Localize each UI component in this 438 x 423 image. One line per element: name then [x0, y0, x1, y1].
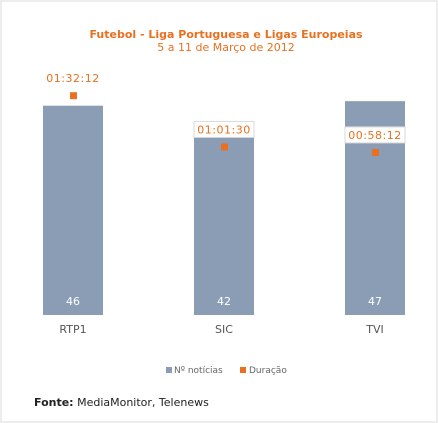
source-text: MediaMonitor, Telenews [73, 396, 209, 409]
bar-rtp1 [43, 105, 103, 315]
duration-value-label: 01:32:12 [46, 72, 99, 85]
bar-value-label: 42 [217, 295, 231, 308]
duration-value-label: 01:01:30 [197, 123, 250, 136]
category-label: RTP1 [59, 323, 86, 336]
legend-count-swatch [166, 367, 172, 373]
duration-marker [70, 92, 77, 100]
duration-marker [221, 143, 228, 151]
bar-value-label: 47 [368, 295, 382, 308]
duration-marker [372, 148, 379, 156]
chart-title: Futebol - Liga Portuguesa e Ligas Europe… [89, 28, 363, 41]
plot-area: 46 RTP1 01:32:12 42 SIC 01:01:30 47 TVI 00:58:12 [43, 72, 406, 336]
source-label: Fonte: [34, 396, 74, 409]
duration-value-label: 00:58:12 [348, 129, 401, 142]
legend: Nº notícias Duração [166, 366, 287, 376]
source-note: Fonte: MediaMonitor, Telenews [34, 396, 209, 409]
legend-duration-swatch [240, 367, 246, 373]
chart-subtitle: 5 a 11 de Março de 2012 [157, 41, 295, 54]
bar-sic [194, 123, 254, 316]
legend-duration-label: Duração [249, 366, 287, 376]
category-label: TVI [365, 323, 384, 336]
category-label: SIC [215, 323, 233, 336]
bar-value-label: 46 [66, 295, 80, 308]
duration-label-box [344, 126, 406, 144]
legend-count-label: Nº notícias [174, 366, 223, 376]
duration-label-box [193, 120, 255, 138]
